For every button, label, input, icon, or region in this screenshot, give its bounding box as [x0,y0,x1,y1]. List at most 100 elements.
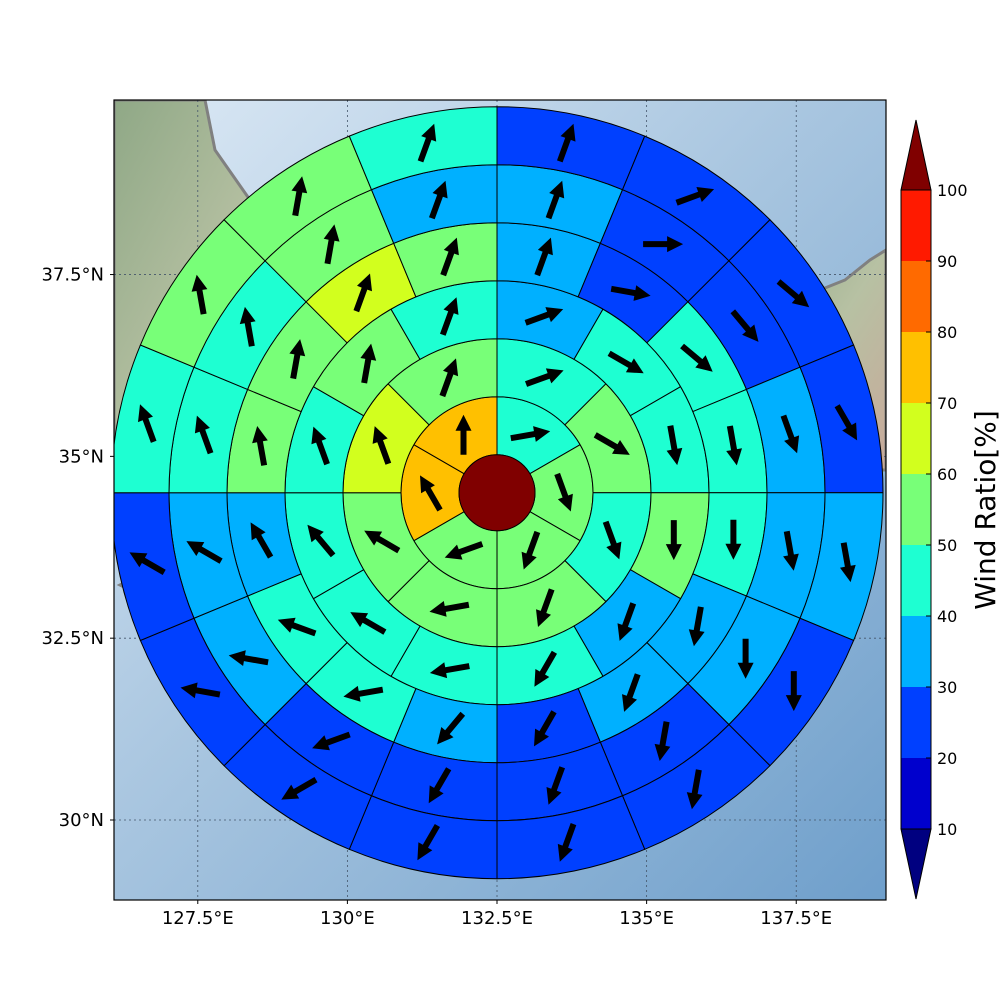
x-tick-label: 137.5°E [760,908,832,929]
wind-arrow-ring-6-sector-7 [686,769,703,810]
colorbar-segment [901,474,931,545]
x-tick-label: 130°E [320,908,375,929]
wind-arrow-ring-6-sector-16 [417,123,437,163]
wind-arrow-ring-5-sector-10 [312,731,351,751]
wind-arrow-ring-5-sector-13 [194,415,214,455]
colorbar-tick-label: 40 [937,607,957,626]
wind-arrow-ring-5-sector-3 [730,309,759,342]
x-tick-label: 127.5°E [162,908,234,929]
wind-arrow-ring-1-sector-1 [510,426,551,442]
x-axis-ticks: 127.5°E 130°E 132.5°E 135°E 137.5°E [162,900,832,929]
wind-arrow-ring-6-sector-3 [776,279,810,308]
wind-arrow-ring-6-sector-5 [840,542,856,583]
colorbar-tick-label: 70 [937,394,957,413]
colorbar-segment [901,616,931,687]
wind-arrow-ring-4-sector-4 [726,425,742,466]
wind-arrow-ring-3-sector-2 [607,350,644,374]
wind-arrow-ring-5-sector-6 [737,638,754,679]
y-tick-label: 30°N [59,810,104,831]
wind-arrow-ring-6-sector-8 [557,823,577,862]
wind-arrow-ring-3-sector-12 [440,297,459,336]
wind-arrow-ring-2-sector-6 [364,530,401,554]
wind-arrow-ring-6-sector-6 [785,671,802,712]
colorbar-segment [901,758,931,829]
wind-arrow-ring-6-sector-4 [834,404,858,441]
y-tick-label: 32.5°N [41,628,104,649]
wind-arrow-ring-4-sector-6 [688,606,705,647]
wind-arrow-ring-5-sector-16 [429,180,448,220]
wind-arrow-ring-2-sector-4 [536,588,555,627]
y-tick-label: 37.5°N [41,265,104,286]
wind-arrow-ring-5-sector-15 [323,224,340,265]
center-cell [458,454,536,532]
wind-arrow-ring-4-sector-11 [277,617,317,637]
wind-arrow-ring-6-sector-15 [291,176,308,217]
colorbar-segment [901,261,931,332]
colorbar-tick-label: 100 [937,181,968,200]
wind-arrow-ring-5-sector-14 [239,306,256,347]
wind-arrow-ring-4-sector-15 [353,273,372,313]
map-area [114,100,886,900]
wind-arrow-ring-4-sector-13 [252,426,268,466]
wind-arrow-ring-6-sector-9 [417,824,440,861]
wind-arrow-ring-5-sector-7 [654,721,671,761]
wind-arrow-ring-1-sector-5 [420,475,443,512]
wind-arrow-ring-1-sector-3 [521,530,541,570]
wind-arrow-ring-2-sector-1 [525,368,564,387]
colorbar-frame [900,189,932,830]
wind-arrow-ring-4-sector-2 [610,285,651,301]
wind-arrow-ring-3-sector-10 [311,426,330,466]
wind-arrow-ring-6-sector-14 [191,274,208,315]
wind-arrow-ring-6-sector-2 [675,187,715,206]
wind-arrow-ring-4-sector-5 [725,519,742,560]
colorbar-tick-label: 90 [937,252,957,271]
wind-arrow-ring-5-sector-4 [780,414,800,454]
wind-arrow-ring-3-sector-7 [429,662,470,679]
colorbar-tick-label: 50 [937,536,957,555]
wind-arrow-ring-4-sector-14 [289,339,306,380]
colorbar-tick-label: 80 [937,323,957,342]
wind-arrow-ring-4-sector-8 [534,710,557,747]
wind-arrow-ring-5-sector-8 [546,766,565,805]
wind-arrow-ring-3-sector-1 [524,307,564,326]
colorbar-tick-label: 30 [937,678,957,697]
wind-arrow-ring-6-sector-12 [129,552,166,575]
y-axis-ticks: 30°N 32.5°N 35°N 37.5°N [41,265,114,831]
wind-arrow-ring-3-sector-11 [360,343,377,384]
wind-arrow-ring-3-sector-6 [534,650,557,687]
wind-arrow-ring-3-sector-4 [665,520,682,561]
wind-arrow-ring-4-sector-9 [437,711,466,745]
colorbar-segment [901,687,931,758]
colorbar-segment [901,332,931,403]
wind-arrow-ring-5-sector-5 [783,530,799,571]
wind-arrow-ring-4-sector-12 [250,522,274,559]
wind-arrow-ring-6-sector-11 [180,682,221,699]
wind-arrow-ring-5-sector-9 [428,767,452,804]
colorbar-segment [901,190,931,261]
wind-arrow-ring-6-sector-10 [281,777,318,800]
x-tick-label: 135°E [619,908,674,929]
x-tick-label: 132.5°E [461,908,533,929]
colorbar-label: Wind Ratio[%] [969,410,1000,610]
wind-arrow-ring-3-sector-9 [307,524,336,558]
y-tick-label: 35°N [59,446,104,467]
wind-arrow-ring-5-sector-1 [545,180,565,220]
colorbar-segment [901,403,931,474]
wind-arrow-ring-5-sector-12 [186,541,223,564]
wind-arrow-ring-3-sector-8 [350,612,387,635]
colorbar-over-extension [900,119,932,191]
wind-arrow-ring-2-sector-5 [429,601,470,617]
wind-arrow-ring-3-sector-5 [617,602,637,641]
wind-arrow-ring-5-sector-2 [643,236,684,253]
wind-arrow-ring-4-sector-7 [622,673,641,712]
colorbar-tick-label: 60 [937,465,957,484]
wind-arrow-ring-4-sector-10 [343,685,384,702]
wind-arrow-ring-4-sector-16 [440,237,459,277]
wind-arrow-ring-3-sector-3 [666,425,683,466]
colorbar: 10 20 30 40 50 60 70 80 90 100 [900,119,968,900]
map-frame [113,99,887,901]
wind-direction-arrows [129,123,858,862]
wind-arrow-ring-1-sector-6 [455,414,472,455]
wind-arrow-ring-6-sector-1 [557,123,576,163]
